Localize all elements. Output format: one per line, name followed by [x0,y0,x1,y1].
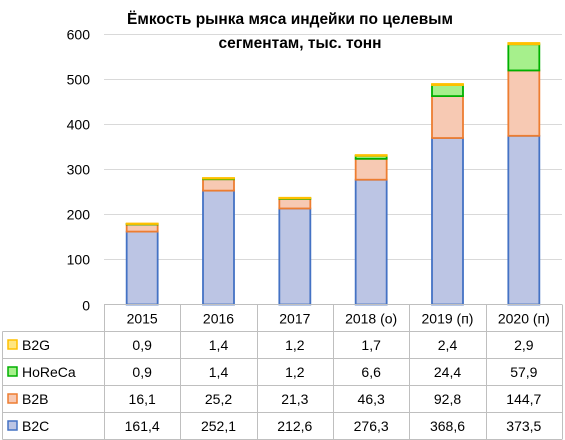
bar-segment-b2c [431,137,464,306]
chart-title-line-1: Ёмкость рынка мяса индейки по целевым [127,11,453,28]
bar-segment-b2b [125,223,159,233]
bar-segment-b2c [278,207,312,306]
y-tick-label: 100 [67,252,91,268]
x-tick-label: 2015 [127,311,158,327]
chart-title-line-2: сегментам, тыс. тонн [218,35,381,52]
bar-segment-b2b [354,157,388,181]
bar-segment-b2g [202,177,235,180]
data-table-value: 368,6 [430,418,465,434]
x-tick-label: 2016 [203,311,234,327]
bar-segment-horeca [507,43,541,72]
legend-swatch-horeca [7,366,18,377]
data-table-value: 276,3 [354,418,389,434]
data-table-value: 252,1 [201,418,236,434]
legend-swatch-b2g [7,339,18,350]
bar-segment-b2c [125,230,159,306]
legend-label: B2B [22,391,48,407]
data-table-value: 0,9 [132,337,152,353]
legend-swatch-b2b [7,393,18,404]
data-table-value: 16,1 [129,391,156,407]
legend-label: HoReCa [22,364,76,380]
data-table-value: 6,6 [361,364,381,380]
bar-segment-b2b [431,95,464,139]
legend-label: B2C [22,418,49,434]
data-table-value: 1,4 [209,337,229,353]
y-tick-label: 400 [67,117,91,133]
data-table-value: 1,2 [285,364,305,380]
data-table-value: 1,4 [209,364,229,380]
legend-label: B2G [22,337,50,353]
x-tick-label: 2017 [279,311,310,327]
y-tick-label: 600 [67,27,91,43]
data-table-value: 46,3 [358,391,385,407]
data-table-value: 57,9 [510,364,537,380]
bar-segment-b2c [202,189,235,306]
data-table-value: 24,4 [434,364,461,380]
data-table-value: 373,5 [506,418,541,434]
bar-segment-b2b [202,178,235,192]
bar-segment-b2g [278,196,312,200]
bar-segment-horeca [431,84,464,98]
bar-segment-b2g [507,42,541,46]
data-table-value: 25,2 [205,391,232,407]
data-table-value: 212,6 [277,418,312,434]
bar-segment-b2g [354,154,388,157]
y-tick-label: 0 [82,298,90,314]
bar-segment-b2b [507,69,541,137]
data-table-value: 1,7 [361,337,381,353]
y-tick-label: 500 [67,72,91,88]
data-table-value: 92,8 [434,391,461,407]
data-table-value: 2,9 [514,337,534,353]
bar-segment-b2c [354,178,388,306]
legend-swatch-b2c [7,420,18,431]
x-tick-label: 2019 (п) [422,311,474,327]
data-table-value: 161,4 [125,418,160,434]
bar-segment-b2g [125,222,159,225]
data-table-value: 2,4 [438,337,458,353]
x-tick-label: 2018 (о) [345,311,397,327]
bar-segment-b2c [507,134,541,306]
data-table-value: 1,2 [285,337,305,353]
x-tick-label: 2020 (п) [498,311,550,327]
data-table-value: 21,3 [281,391,308,407]
y-tick-label: 200 [67,207,91,223]
bar-segment-b2b [278,197,312,210]
y-tick-label: 300 [67,162,91,178]
data-table-value: 0,9 [132,364,152,380]
bar-segment-b2g [431,83,464,86]
data-table-value: 144,7 [506,391,541,407]
